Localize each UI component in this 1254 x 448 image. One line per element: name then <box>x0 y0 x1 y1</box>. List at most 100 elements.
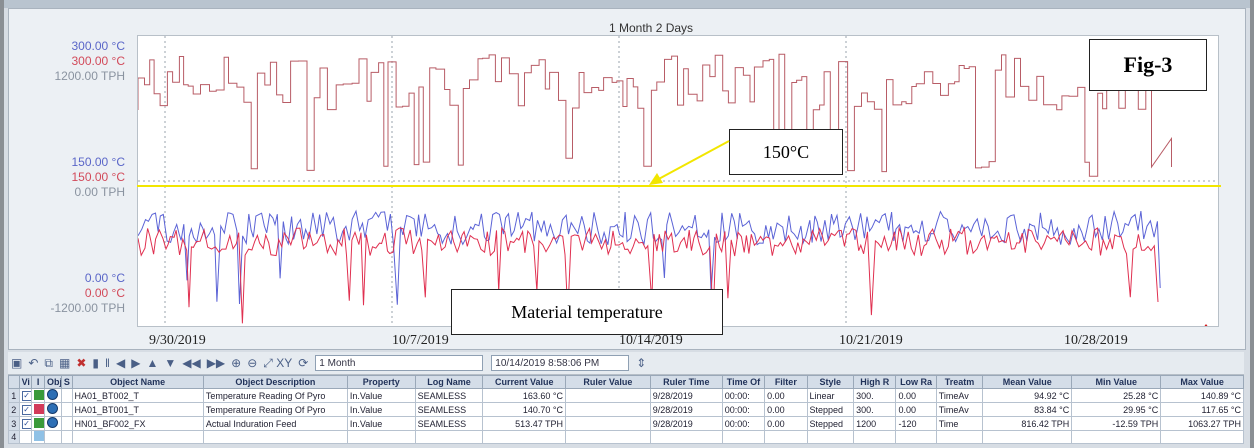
cell-toff[interactable]: 00:00: <box>721 402 766 417</box>
col-header[interactable]: Property <box>346 375 416 389</box>
col-header[interactable]: Vi <box>18 375 33 389</box>
date-field[interactable]: 10/14/2019 8:58:06 PM <box>491 355 630 371</box>
col-header[interactable]: Object Name <box>71 375 204 389</box>
col-header[interactable]: High R <box>853 375 897 389</box>
color-cell[interactable] <box>31 430 45 444</box>
col-header[interactable]: I <box>31 375 45 389</box>
xy-icon[interactable]: ⤢ XY <box>263 355 293 370</box>
cell-high[interactable] <box>853 430 897 444</box>
cell-ruler[interactable] <box>565 416 651 431</box>
cell-cur[interactable]: 140.70 °C <box>482 402 567 417</box>
col-header[interactable]: Style <box>806 375 855 389</box>
table-row[interactable]: 2 ✓ HA01_BT001_T Temperature Reading Of Pyr… <box>8 402 1244 417</box>
col-header[interactable]: Time Of <box>721 375 766 389</box>
cell-style[interactable]: Linear <box>806 388 855 403</box>
col-header[interactable]: S <box>60 375 73 389</box>
prev-icon[interactable]: ◀ <box>115 356 126 370</box>
cell-filter[interactable]: 0.00 <box>764 388 808 403</box>
cell-cur[interactable] <box>482 430 567 444</box>
visible-cell[interactable]: ✓ <box>18 388 33 403</box>
bar-icon[interactable]: ▮ <box>92 356 99 370</box>
cell-max[interactable]: 1063.27 TPH <box>1160 416 1244 431</box>
cell-name[interactable]: HN01_BF002_FX <box>71 416 204 431</box>
col-header[interactable]: Current Value <box>482 375 567 389</box>
cell-max[interactable] <box>1160 430 1244 444</box>
cell-style[interactable]: Stepped <box>806 402 855 417</box>
cell-prop[interactable]: In.Value <box>346 388 416 403</box>
color-swatch[interactable] <box>34 389 44 400</box>
cell-high[interactable]: 1200 <box>853 416 897 431</box>
table-row[interactable]: 1 ✓ HA01_BT002_T Temperature Reading Of Pyr… <box>8 388 1244 403</box>
zoom-in-icon[interactable]: ⊕ <box>231 356 242 370</box>
cell-ruler[interactable] <box>565 430 651 444</box>
spinner-icon[interactable]: ⇕ <box>636 356 647 370</box>
cell-mean[interactable]: 83.84 °C <box>982 402 1073 417</box>
cell-rtime[interactable]: 9/28/2019 <box>649 416 723 431</box>
cell-ruler[interactable] <box>565 388 651 403</box>
refresh-icon[interactable]: ⟳ <box>298 356 309 370</box>
down-icon[interactable]: ▼ <box>164 356 177 370</box>
object-cell[interactable] <box>43 430 62 444</box>
color-cell[interactable] <box>31 416 45 431</box>
visible-checkbox[interactable]: ✓ <box>21 391 31 401</box>
cell-mean[interactable] <box>982 430 1073 444</box>
cell-filter[interactable] <box>764 430 808 444</box>
undo-icon[interactable]: ↶ <box>28 356 39 370</box>
cell-cur[interactable]: 513.47 TPH <box>482 416 567 431</box>
col-header[interactable]: Ruler Value <box>565 375 651 389</box>
cell-ruler[interactable] <box>565 402 651 417</box>
object-cell[interactable] <box>43 388 62 403</box>
cell-min[interactable]: 29.95 °C <box>1071 402 1162 417</box>
cell-low[interactable] <box>895 430 937 444</box>
period-select[interactable]: 1 Month <box>315 355 484 371</box>
color-cell[interactable] <box>31 388 45 403</box>
cell-treat[interactable]: TimeAv <box>935 388 984 403</box>
cell-style[interactable]: Stepped <box>806 416 855 431</box>
pause-icon[interactable]: ‖ <box>105 356 110 370</box>
col-header[interactable]: Log Name <box>414 375 484 389</box>
object-cell[interactable] <box>43 402 62 417</box>
cell-style[interactable] <box>806 430 855 444</box>
col-header[interactable]: Filter <box>764 375 808 389</box>
cell-toff[interactable]: 00:00: <box>721 388 766 403</box>
col-header[interactable]: Treatm <box>935 375 984 389</box>
cell-rtime[interactable] <box>649 430 723 444</box>
object-cell[interactable] <box>43 416 62 431</box>
cell-rtime[interactable]: 9/28/2019 <box>649 402 723 417</box>
zoom-out-icon[interactable]: ⊖ <box>247 356 258 370</box>
cell-rtime[interactable]: 9/28/2019 <box>649 388 723 403</box>
visible-cell[interactable]: ✓ <box>18 416 33 431</box>
cell-desc[interactable] <box>202 430 348 444</box>
cell-min[interactable]: -12.59 TPH <box>1071 416 1162 431</box>
cell-max[interactable]: 140.89 °C <box>1160 388 1244 403</box>
cell-desc[interactable]: Actual Induration Feed <box>202 416 348 431</box>
visible-checkbox[interactable]: ✓ <box>21 419 31 429</box>
color-swatch[interactable] <box>34 417 44 428</box>
cell-low[interactable]: -120 <box>895 416 937 431</box>
col-header[interactable]: Ruler Time <box>649 375 723 389</box>
cell-log[interactable]: SEAMLESS <box>414 402 484 417</box>
cell-treat[interactable]: Time <box>935 416 984 431</box>
cell-filter[interactable]: 0.00 <box>764 416 808 431</box>
plot-area[interactable] <box>137 35 1219 332</box>
cell-prop[interactable] <box>346 430 416 444</box>
visible-cell[interactable]: ✓ <box>18 402 33 417</box>
cell-cur[interactable]: 163.60 °C <box>482 388 567 403</box>
table-row[interactable]: 3 ✓ HN01_BF002_FX Actual Induration Feed In.… <box>8 416 1244 431</box>
cell-treat[interactable] <box>935 430 984 444</box>
cell-max[interactable]: 117.65 °C <box>1160 402 1244 417</box>
col-header[interactable]: Mean Value <box>982 375 1073 389</box>
cell-min[interactable] <box>1071 430 1162 444</box>
col-header[interactable]: Object Description <box>202 375 348 389</box>
cell-mean[interactable]: 816.42 TPH <box>982 416 1073 431</box>
cell-toff[interactable] <box>721 430 766 444</box>
cell-log[interactable]: SEAMLESS <box>414 388 484 403</box>
cell-desc[interactable]: Temperature Reading Of Pyro <box>202 402 348 417</box>
visible-cell[interactable] <box>18 430 33 444</box>
color-swatch[interactable] <box>34 431 44 441</box>
cell-prop[interactable]: In.Value <box>346 416 416 431</box>
rewind-icon[interactable]: ◀◀ <box>182 356 201 370</box>
cell-prop[interactable]: In.Value <box>346 402 416 417</box>
cell-filter[interactable]: 0.00 <box>764 402 808 417</box>
cell-name[interactable]: HA01_BT001_T <box>71 402 204 417</box>
